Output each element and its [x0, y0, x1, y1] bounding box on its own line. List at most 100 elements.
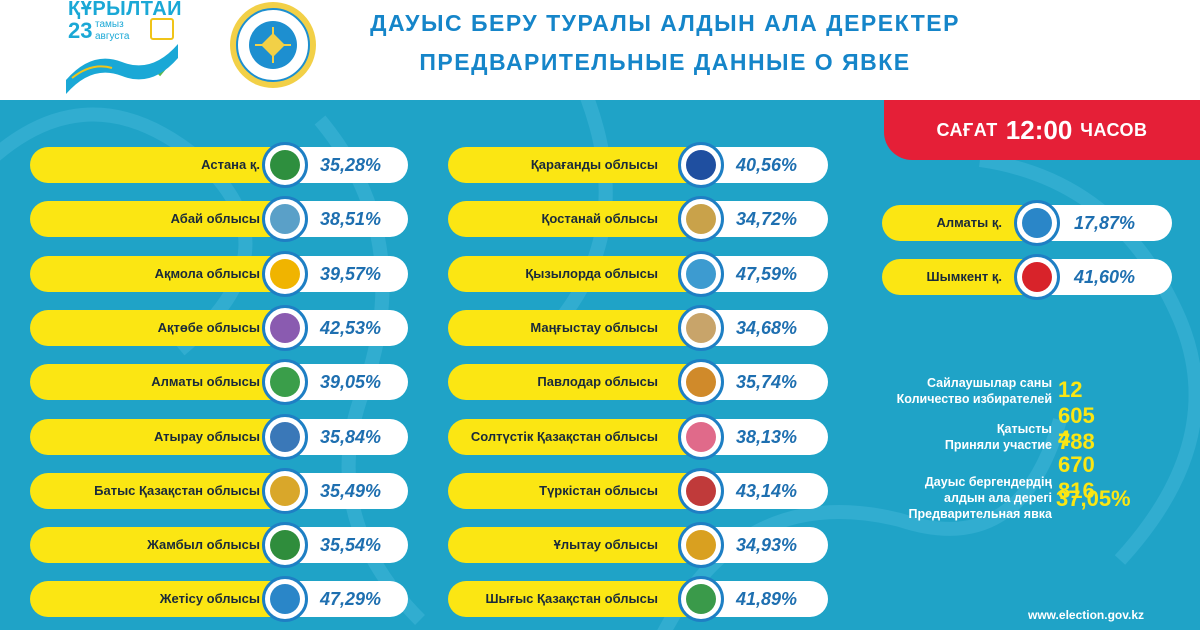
region-turnout-value: 35,74%	[736, 372, 798, 392]
region-emblem-center	[686, 259, 716, 289]
page-title-ru: ПРЕДВАРИТЕЛЬНЫЕ ДАННЫЕ О ЯВКЕ	[419, 49, 911, 75]
kurultai-date-ru: августа	[95, 31, 130, 42]
region-value-box	[710, 201, 828, 237]
region-name: Солтүстік Қазақстан облысы	[470, 429, 658, 444]
region-emblem-icon	[678, 359, 724, 405]
region-turnout-value: 47,59%	[736, 264, 798, 284]
time-prefix: САҒАТ	[936, 119, 998, 140]
region-emblem-icon	[678, 414, 724, 460]
region-name: Атырау облысы	[153, 429, 260, 444]
region-name: Ұлытау облысы	[553, 537, 658, 552]
region-emblem-center	[1022, 208, 1052, 238]
turnout-label-kz1: Дауыс бергендердің	[924, 475, 1052, 489]
participated-label-ru: Приняли участие	[944, 438, 1052, 452]
region-emblem-center	[686, 530, 716, 560]
region-turnout-value: 41,60%	[1074, 267, 1136, 287]
region-value-box	[710, 419, 828, 455]
region-turnout-value: 34,72%	[736, 209, 798, 229]
region-turnout-value: 38,51%	[320, 209, 382, 229]
region-name: Түркістан облысы	[539, 483, 658, 498]
region-emblem-center	[686, 367, 716, 397]
region-name: Абай облысы	[170, 211, 260, 226]
voters-label-ru: Количество избирателей	[896, 392, 1052, 406]
kurultai-title: ҚҰРЫЛТАЙ	[68, 0, 183, 20]
footer-url[interactable]: www.election.gov.kz	[1028, 608, 1145, 622]
region-name: Ақмола облысы	[154, 266, 260, 281]
region-emblem-icon	[678, 468, 724, 514]
region-row: Жетісу облысы 47,29%	[30, 576, 408, 622]
turnout-label: Дауыс бергендердің алдын ала дерегі Пред…	[820, 474, 1052, 522]
participated-label-kz: Қатысты	[996, 422, 1052, 436]
region-turnout-value: 34,68%	[736, 318, 798, 338]
region-row: Батыс Қазақстан облысы 35,49%	[30, 468, 408, 514]
region-value-box	[300, 364, 408, 400]
checkbox-icon	[150, 18, 174, 77]
time-badge: САҒАТ 12:00 ЧАСОВ	[884, 100, 1200, 160]
region-emblem-icon	[262, 359, 308, 405]
time-suffix: ЧАСОВ	[1080, 119, 1148, 140]
region-emblem-center	[686, 476, 716, 506]
region-emblem-center	[270, 422, 300, 452]
region-emblem-center	[270, 259, 300, 289]
region-name: Алматы қ.	[936, 215, 1002, 230]
region-emblem-icon	[262, 522, 308, 568]
region-emblem-center	[270, 150, 300, 180]
region-emblem-icon	[678, 196, 724, 242]
region-emblem-center	[270, 367, 300, 397]
region-value-box	[710, 147, 828, 183]
region-name: Маңғыстау облысы	[530, 320, 658, 335]
time-value: 12:00	[1005, 114, 1073, 145]
region-value-box	[710, 527, 828, 563]
region-value-box	[710, 473, 828, 509]
turnout-label-kz2: алдын ала дерегі	[944, 491, 1052, 505]
voters-value: 12 605 788	[1058, 377, 1095, 454]
header: ҚҰРЫЛТАЙ 23 тамыз августа ДАУЫС БЕРУ ТУР…	[0, 0, 1200, 100]
kurultai-date-kz: тамыз	[95, 19, 124, 30]
cec-emblem-icon	[230, 2, 316, 88]
region-emblem-icon	[678, 305, 724, 351]
region-emblem-icon	[1014, 254, 1060, 300]
turnout-value: 37,05%	[1056, 486, 1131, 511]
region-emblem-center	[270, 476, 300, 506]
region-value-box	[300, 473, 408, 509]
region-turnout-value: 39,05%	[320, 372, 382, 392]
region-name: Қостанай облысы	[541, 211, 658, 226]
region-emblem-icon	[262, 251, 308, 297]
region-value-box	[710, 581, 828, 617]
region-row: Атырау облысы 35,84%	[30, 414, 408, 460]
region-name: Ақтөбе облысы	[157, 320, 260, 335]
voters-label: Сайлаушылар саны Количество избирателей	[820, 375, 1052, 407]
region-emblem-center	[686, 204, 716, 234]
region-emblem-icon	[262, 305, 308, 351]
region-turnout-value: 47,29%	[320, 589, 382, 609]
region-value-box	[300, 581, 408, 617]
region-turnout-value: 38,13%	[736, 427, 798, 447]
region-turnout-value: 39,57%	[320, 264, 382, 284]
region-emblem-center	[270, 584, 300, 614]
region-turnout-value: 42,53%	[320, 318, 382, 338]
region-turnout-value: 35,49%	[320, 481, 382, 501]
region-row: Павлодар облысы 35,74%	[448, 359, 828, 405]
region-value-box	[710, 256, 828, 292]
region-row: Қарағанды облысы 40,56%	[448, 142, 828, 188]
region-value-box	[300, 419, 408, 455]
region-emblem-center	[686, 584, 716, 614]
region-row: Қостанай облысы 34,72%	[448, 196, 828, 242]
region-turnout-value: 35,84%	[320, 427, 382, 447]
region-row: Жамбыл облысы 35,54%	[30, 522, 408, 568]
region-emblem-center	[686, 150, 716, 180]
region-row: Ақтөбе облысы 42,53%	[30, 305, 408, 351]
region-row: Маңғыстау облысы 34,68%	[448, 305, 828, 351]
region-value-box	[710, 310, 828, 346]
region-turnout-value: 34,93%	[736, 535, 798, 555]
region-emblem-center	[686, 313, 716, 343]
region-emblem-icon	[1014, 200, 1060, 246]
region-emblem-icon	[678, 522, 724, 568]
region-emblem-icon	[678, 142, 724, 188]
region-value-box	[710, 364, 828, 400]
region-value-box	[300, 201, 408, 237]
region-row: Ұлытау облысы 34,93%	[448, 522, 828, 568]
region-row: Шығыс Қазақстан облысы 41,89%	[448, 576, 828, 622]
page-title-kz: ДАУЫС БЕРУ ТУРАЛЫ АЛДЫН АЛА ДЕРЕКТЕР	[370, 10, 960, 36]
region-row: Астана қ. 35,28%	[30, 142, 408, 188]
